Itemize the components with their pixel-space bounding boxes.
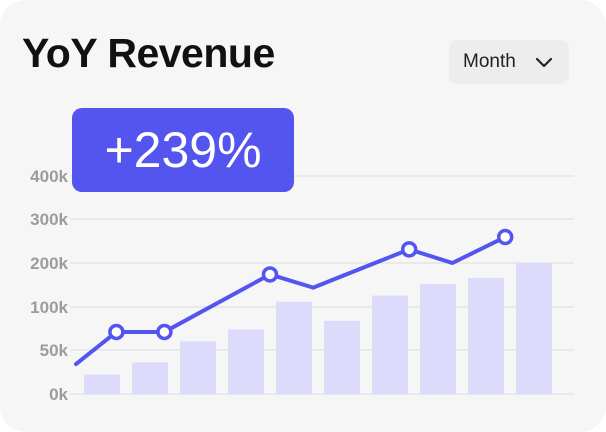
bar	[84, 374, 120, 394]
bar	[516, 263, 552, 394]
line-point	[496, 228, 514, 246]
y-tick-label: 400k	[30, 167, 68, 186]
y-axis-ticks: 0k 50k 100k 200k 300k 400k	[30, 167, 68, 404]
bar-series	[84, 263, 552, 394]
bar	[132, 362, 168, 394]
bar	[324, 320, 360, 394]
period-dropdown-label: Month	[463, 51, 516, 72]
y-tick-label: 50k	[40, 341, 69, 360]
bar	[276, 301, 312, 394]
chevron-down-icon	[535, 57, 553, 68]
bar	[228, 329, 264, 394]
line-point	[261, 266, 279, 283]
line-series	[74, 228, 514, 367]
line-point	[400, 241, 418, 258]
bar	[420, 284, 456, 394]
line-point	[156, 323, 173, 341]
period-dropdown[interactable]: Month	[449, 40, 569, 84]
bar	[468, 277, 504, 394]
bar	[180, 341, 216, 394]
y-tick-label: 300k	[30, 210, 68, 229]
card-title: YoY Revenue	[22, 30, 275, 76]
growth-badge: +239%	[72, 108, 294, 192]
line-point	[108, 323, 125, 341]
bar	[372, 295, 408, 394]
y-tick-label: 100k	[30, 298, 68, 317]
y-tick-label: 0k	[49, 385, 68, 404]
y-tick-label: 200k	[30, 254, 68, 273]
